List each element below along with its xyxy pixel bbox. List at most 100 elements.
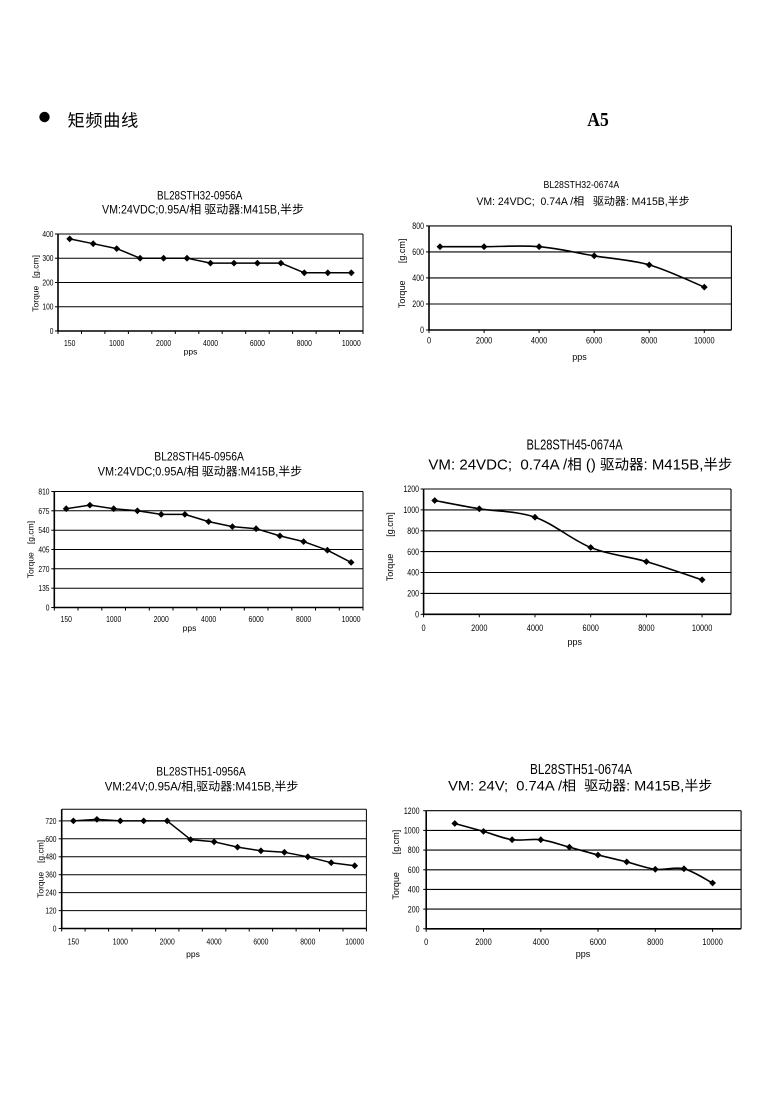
svg-text:480: 480 — [45, 852, 56, 862]
svg-text:[g.cm]: [g.cm] — [397, 239, 407, 264]
svg-text:150: 150 — [68, 937, 80, 947]
svg-text:10000: 10000 — [694, 336, 715, 346]
svg-text:6000: 6000 — [583, 623, 599, 633]
svg-text:600: 600 — [412, 247, 424, 257]
svg-text:BL28STH45-0674A: BL28STH45-0674A — [527, 437, 623, 454]
svg-text:300: 300 — [42, 253, 53, 263]
svg-text:200: 200 — [407, 589, 419, 599]
svg-text:4000: 4000 — [203, 338, 218, 348]
svg-text:1000: 1000 — [403, 505, 419, 515]
svg-text:Torque: Torque — [391, 872, 401, 900]
svg-text:: M415B,: : M415B, — [626, 778, 684, 794]
svg-text:200: 200 — [408, 904, 420, 914]
svg-text:0: 0 — [422, 623, 426, 633]
svg-text:BL28STH51-0956A: BL28STH51-0956A — [156, 764, 246, 778]
svg-text:400: 400 — [407, 568, 419, 578]
svg-text:10000: 10000 — [345, 937, 364, 947]
svg-text:800: 800 — [407, 526, 419, 536]
svg-text:0: 0 — [420, 325, 424, 335]
svg-text:: M415B,: : M415B, — [626, 196, 668, 208]
svg-text:0: 0 — [424, 937, 428, 947]
svg-text:120: 120 — [45, 906, 56, 916]
svg-text:VM:24V;0.95A/: VM:24V;0.95A/ — [105, 780, 182, 794]
svg-text:pps: pps — [184, 347, 198, 357]
svg-text::M415B,: :M415B, — [240, 203, 280, 217]
svg-text:0: 0 — [53, 924, 57, 934]
svg-text:6000: 6000 — [586, 336, 602, 346]
svg-text:4000: 4000 — [533, 937, 549, 947]
svg-text:200: 200 — [42, 278, 53, 288]
svg-text:360: 360 — [45, 870, 56, 880]
svg-text:6000: 6000 — [253, 937, 268, 947]
svg-text:10000: 10000 — [342, 614, 361, 624]
svg-text:VM:24VDC;0.95A/: VM:24VDC;0.95A/ — [102, 203, 190, 217]
svg-text:240: 240 — [45, 888, 56, 898]
svg-text:BL28STH32-0674A: BL28STH32-0674A — [543, 179, 619, 191]
svg-text:135: 135 — [38, 583, 49, 593]
svg-text:405: 405 — [38, 545, 49, 555]
svg-text:0: 0 — [415, 609, 419, 619]
svg-text:150: 150 — [64, 338, 76, 348]
svg-text:0: 0 — [416, 924, 420, 934]
svg-text:800: 800 — [408, 845, 420, 855]
svg-text:VM:24VDC;0.95A/: VM:24VDC;0.95A/ — [98, 465, 188, 479]
svg-text:pps: pps — [576, 949, 591, 959]
svg-text:600: 600 — [408, 865, 420, 875]
svg-text:675: 675 — [38, 506, 49, 516]
svg-text:400: 400 — [412, 273, 424, 283]
svg-text:2000: 2000 — [475, 937, 491, 947]
svg-text:1000: 1000 — [109, 338, 124, 348]
svg-text:8000: 8000 — [296, 614, 311, 624]
svg-text:10000: 10000 — [342, 338, 361, 348]
svg-text:400: 400 — [408, 885, 420, 895]
svg-text::M415B,: :M415B, — [232, 780, 274, 794]
svg-text:10000: 10000 — [692, 623, 713, 633]
svg-text:0: 0 — [50, 326, 54, 336]
svg-text:A5: A5 — [587, 109, 609, 131]
svg-text:6000: 6000 — [590, 937, 606, 947]
svg-text:2000: 2000 — [160, 937, 175, 947]
svg-text:810: 810 — [38, 487, 49, 497]
svg-text:BL28STH32-0956A: BL28STH32-0956A — [157, 189, 242, 203]
svg-text:150: 150 — [61, 614, 73, 624]
svg-text:[g.cm]: [g.cm] — [385, 512, 395, 537]
svg-text:Torque: Torque — [26, 552, 36, 578]
svg-text:Torque: Torque — [397, 281, 407, 309]
svg-text:Torque: Torque — [385, 554, 395, 582]
svg-text:8000: 8000 — [641, 336, 657, 346]
svg-text:10000: 10000 — [702, 937, 723, 947]
svg-text:540: 540 — [38, 525, 49, 535]
svg-text:1200: 1200 — [403, 484, 419, 494]
svg-text:600: 600 — [407, 547, 419, 557]
svg-text:6000: 6000 — [249, 614, 264, 624]
svg-text:0: 0 — [427, 336, 431, 346]
svg-text:1000: 1000 — [106, 614, 121, 624]
svg-text:[g.cm]: [g.cm] — [391, 830, 401, 855]
svg-text:pps: pps — [572, 352, 587, 362]
svg-text:8000: 8000 — [647, 937, 663, 947]
svg-text:VM: 24V; 0.74A /: VM: 24V; 0.74A / — [448, 778, 562, 794]
svg-text:pps: pps — [183, 623, 197, 633]
svg-text:6000: 6000 — [250, 338, 265, 348]
svg-text:pps: pps — [568, 637, 583, 647]
svg-text:: M415B,: : M415B, — [644, 458, 704, 474]
svg-text:8000: 8000 — [638, 623, 654, 633]
svg-text:270: 270 — [38, 564, 49, 574]
svg-text:0: 0 — [46, 603, 50, 613]
svg-text:,: , — [193, 780, 196, 794]
svg-text:4000: 4000 — [207, 937, 222, 947]
svg-text:100: 100 — [42, 302, 53, 312]
svg-text:600: 600 — [45, 834, 56, 844]
svg-text:BL28STH45-0956A: BL28STH45-0956A — [154, 450, 244, 464]
svg-text:(): () — [582, 458, 600, 474]
svg-text:[g.cm]: [g.cm] — [35, 840, 45, 863]
svg-text:720: 720 — [45, 816, 56, 826]
svg-text:1200: 1200 — [404, 806, 420, 816]
svg-text::M415B,: :M415B, — [238, 465, 279, 479]
svg-text:8000: 8000 — [297, 338, 312, 348]
svg-text:400: 400 — [42, 229, 53, 239]
svg-text:2000: 2000 — [154, 614, 169, 624]
svg-text:Torque: Torque — [31, 285, 41, 311]
svg-text:Torque: Torque — [35, 872, 45, 898]
svg-text:VM: 24VDC; 0.74A /: VM: 24VDC; 0.74A / — [428, 458, 568, 474]
